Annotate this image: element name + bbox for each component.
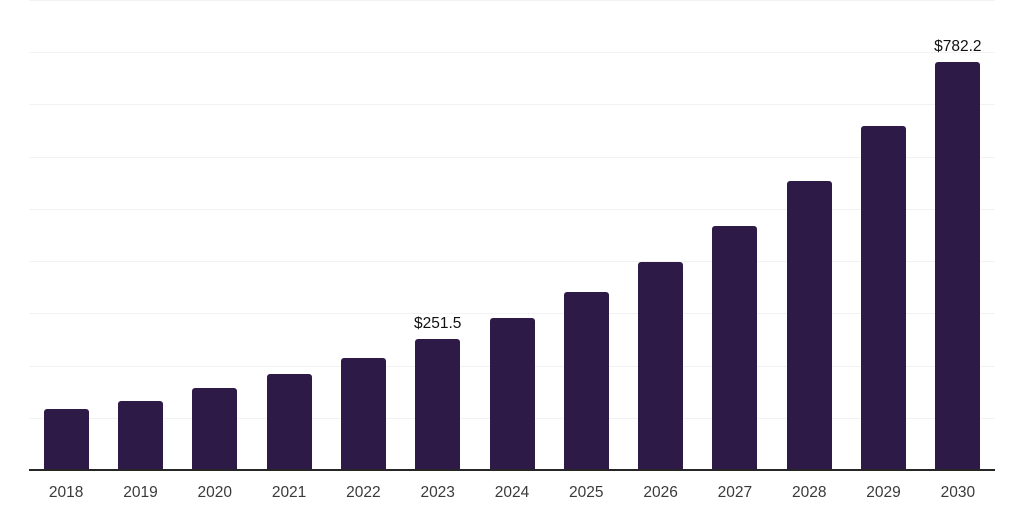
bar-2018 — [43, 409, 89, 470]
x-tick-label-2020: 2020 — [197, 484, 233, 501]
bar-2021 — [266, 373, 312, 470]
bar-2019 — [117, 401, 163, 470]
x-tick-label-2025: 2025 — [569, 484, 604, 501]
bar-2028 — [786, 181, 832, 470]
gridline — [29, 52, 995, 54]
bar-value-label-2023: $251.5 — [413, 314, 462, 332]
bar-2023 — [415, 338, 461, 470]
x-tick-label-2026: 2026 — [643, 484, 678, 501]
gridline — [29, 261, 995, 263]
x-tick-label-2019: 2019 — [123, 484, 158, 501]
x-tick-label-2028: 2028 — [791, 484, 827, 501]
x-tick-label-2029: 2029 — [866, 484, 901, 501]
bar-2020 — [192, 388, 238, 470]
chart-plot-area: $251.5 $782.2 — [29, 0, 995, 471]
x-tick-label-2023: 2023 — [420, 484, 455, 501]
bar-2025 — [563, 292, 609, 470]
gridline — [29, 156, 995, 158]
bar-value-label-2030: $782.2 — [934, 37, 982, 55]
x-axis-line — [29, 469, 995, 471]
bar-2026 — [638, 261, 684, 470]
x-tick-label-2024: 2024 — [494, 484, 530, 501]
bar-2029 — [861, 126, 907, 470]
gridline — [29, 208, 995, 210]
bar-2027 — [712, 225, 758, 470]
gridline — [29, 104, 995, 106]
gridline — [29, 313, 995, 315]
x-tick-label-2030: 2030 — [940, 484, 976, 501]
x-tick-label-2022: 2022 — [346, 484, 381, 501]
bar-2022 — [340, 357, 386, 470]
x-tick-label-2021: 2021 — [271, 484, 307, 501]
gridline — [29, 0, 995, 1]
bar-2024 — [489, 317, 535, 470]
x-tick-label-2018: 2018 — [48, 484, 84, 501]
x-tick-label-2027: 2027 — [717, 484, 753, 501]
bar-2030 — [935, 61, 981, 470]
